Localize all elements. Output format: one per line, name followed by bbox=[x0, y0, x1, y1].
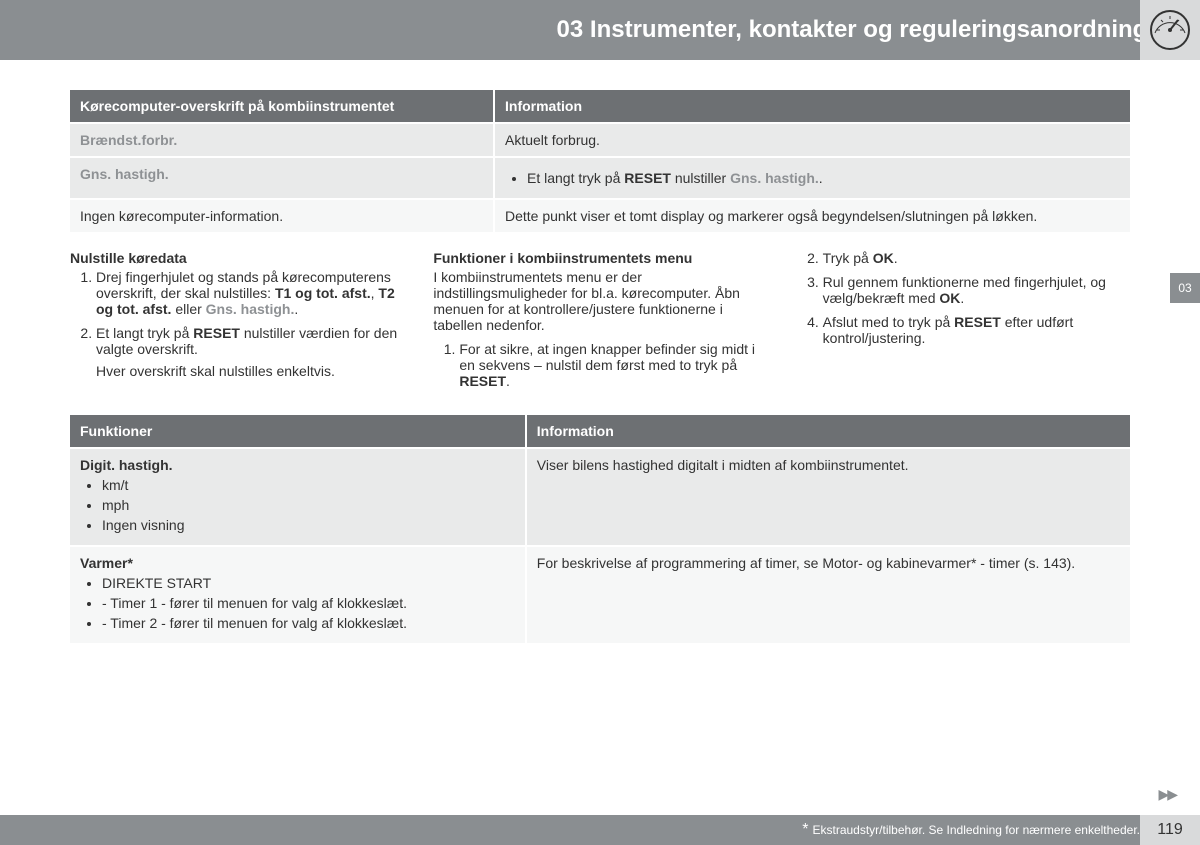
col3-step3: Rul gennem funktionerne med fingerhjulet… bbox=[823, 274, 1130, 306]
page-footer: * Ekstraudstyr/tilbehør. Se Indledning f… bbox=[0, 815, 1200, 845]
continue-indicator: ▶▶ bbox=[1158, 786, 1176, 803]
star-icon: * bbox=[802, 821, 808, 839]
table1-r2-c1: Gns. hastigh. bbox=[70, 157, 494, 199]
col-steps-cont: Tryk på OK. Rul gennem funktionerne med … bbox=[797, 250, 1130, 397]
col1-heading: Nulstille køredata bbox=[70, 250, 403, 266]
col3-step4: Afslut med to tryk på RESET efter udført… bbox=[823, 314, 1130, 346]
page-content: Kørecomputer-overskrift på kombiinstrume… bbox=[0, 60, 1200, 643]
table1-r1-c1: Brændst.forbr. bbox=[70, 123, 494, 157]
chapter-title: 03 Instrumenter, kontakter og regulering… bbox=[557, 16, 1170, 44]
table1-header-2: Information bbox=[494, 90, 1130, 123]
table1-r1-c2: Aktuelt forbrug. bbox=[494, 123, 1130, 157]
table2-r1-c1: Digit. hastigh. km/t mph Ingen visning bbox=[70, 448, 526, 546]
side-chapter-tab: 03 bbox=[1170, 273, 1200, 303]
footer-note: Ekstraudstyr/tilbehør. Se Indledning for… bbox=[812, 823, 1140, 837]
table2-r1-c2: Viser bilens hastighed digitalt i midten… bbox=[526, 448, 1130, 546]
table1-r2-c2: Et langt tryk på RESET nulstiller Gns. h… bbox=[494, 157, 1130, 199]
col1-step2: Et langt tryk på RESET nulstiller værdie… bbox=[96, 325, 403, 379]
body-columns: Nulstille køredata Drej fingerhjulet og … bbox=[70, 250, 1130, 397]
col2-step1: For at sikre, at ingen knapper befinder … bbox=[459, 341, 766, 389]
functions-table: Funktioner Information Digit. hastigh. k… bbox=[70, 415, 1130, 643]
table1-r3-c1: Ingen kørecomputer-information. bbox=[70, 199, 494, 232]
gauge-icon bbox=[1140, 0, 1200, 60]
trip-computer-table: Kørecomputer-overskrift på kombiinstrume… bbox=[70, 90, 1130, 232]
table2-r2-c1: Varmer* DIREKTE START - Timer 1 - fører … bbox=[70, 546, 526, 643]
table2-r2-c2: For beskrivelse af programmering af time… bbox=[526, 546, 1130, 643]
col-reset: Nulstille køredata Drej fingerhjulet og … bbox=[70, 250, 403, 397]
table1-r3-c2: Dette punkt viser et tomt display og mar… bbox=[494, 199, 1130, 232]
col2-heading: Funktioner i kombiinstrumentets menu bbox=[433, 250, 766, 266]
page-number: 119 bbox=[1140, 815, 1200, 845]
table2-header-2: Information bbox=[526, 415, 1130, 448]
col1-step1: Drej fingerhjulet og stands på kørecompu… bbox=[96, 269, 403, 317]
table1-header-1: Kørecomputer-overskrift på kombiinstrume… bbox=[70, 90, 494, 123]
col-menu-functions: Funktioner i kombiinstrumentets menu I k… bbox=[433, 250, 766, 397]
table2-header-1: Funktioner bbox=[70, 415, 526, 448]
col2-intro: I kombiinstrumentets menu er der indstil… bbox=[433, 269, 766, 333]
col3-step2: Tryk på OK. bbox=[823, 250, 1130, 266]
page-header: 03 Instrumenter, kontakter og regulering… bbox=[0, 0, 1200, 60]
